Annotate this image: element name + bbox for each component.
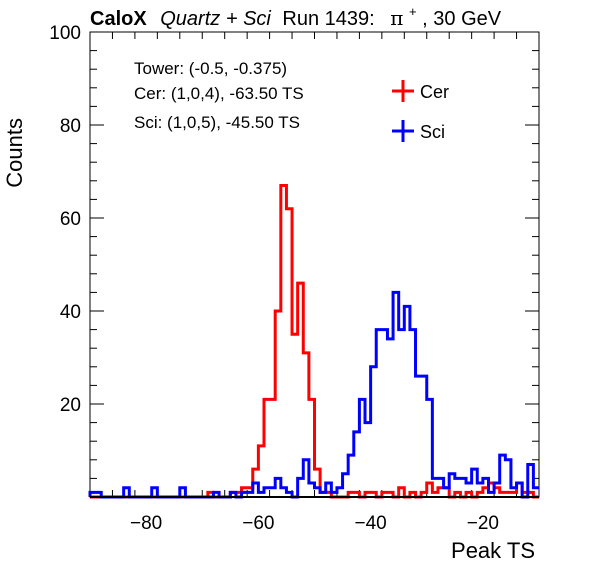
y-tick-label: 80: [60, 116, 81, 137]
x-axis-label: Peak TS: [451, 538, 535, 563]
y-tick-label: 20: [60, 395, 81, 416]
x-tick-label: −80: [130, 513, 162, 534]
y-tick-label: 60: [60, 209, 81, 230]
legend-marker-sci: [392, 120, 414, 142]
y-tick-label: 100: [49, 23, 81, 44]
x-tick-labels: −80 −60 −40 −20: [130, 513, 499, 534]
title-energy: , 30 GeV: [422, 8, 502, 30]
annotation-cer: Cer: (1,0,4), -63.50 TS: [134, 84, 304, 103]
x-tick-label: −20: [467, 513, 499, 534]
title-bold-part: CaloX: [90, 8, 147, 30]
legend-label-sci: Sci: [420, 122, 445, 142]
annotation-tower: Tower: (-0.5, -0.375): [134, 59, 287, 78]
y-tick-label: 40: [60, 302, 81, 323]
y-axis-label: Counts: [2, 118, 27, 188]
chart-title: CaloX Quartz + Sci Run 1439: π + , 30 Ge…: [90, 0, 502, 30]
x-tick-label: −40: [355, 513, 387, 534]
title-particle: π: [390, 6, 403, 30]
title-italic-part: Quartz + Sci: [160, 8, 271, 30]
legend-marker-cer: [392, 80, 414, 102]
legend-label-cer: Cer: [420, 82, 449, 102]
x-tick-label: −60: [242, 513, 274, 534]
series-sci-histogram: [88, 290, 539, 499]
series-layer: [88, 183, 539, 499]
y-tick-labels: 20 40 60 80 100: [49, 23, 81, 416]
title-charge: +: [409, 4, 417, 19]
annotation-sci: Sci: (1,0,5), -45.50 TS: [134, 113, 300, 132]
legend: Cer Sci: [392, 80, 449, 142]
title-run-part: Run 1439:: [282, 8, 374, 30]
